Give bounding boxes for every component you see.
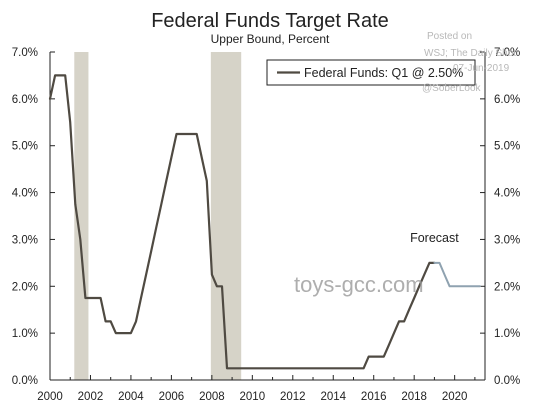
- y-tick-label-right: 4.0%: [494, 188, 520, 200]
- x-tick-label: 2006: [159, 391, 185, 403]
- y-tick-label-right: 2.0%: [494, 281, 520, 293]
- watermark-handle: @SoberLook: [422, 83, 482, 94]
- annotation-forecast: Forecast: [410, 231, 459, 245]
- recession-bands: [74, 52, 242, 380]
- y-tick-label-right: 3.0%: [494, 234, 520, 246]
- watermark-source: WSJ; The Daily Shot: [424, 48, 516, 59]
- y-tick-label-right: 1.0%: [494, 328, 520, 340]
- series-line-forecast: [433, 261, 481, 288]
- watermark-posted-on: Posted on: [427, 31, 472, 42]
- y-tick-label-right: 0.0%: [494, 375, 520, 387]
- y-tick-label-left: 7.0%: [12, 47, 38, 59]
- y-tick-label-left: 0.0%: [12, 375, 38, 387]
- y-tick-label-left: 4.0%: [12, 188, 38, 200]
- y-tick-label-left: 2.0%: [12, 281, 38, 293]
- recession-band: [210, 52, 242, 380]
- watermark-date: 07-Jun-2019: [453, 63, 510, 74]
- watermarks: Posted on WSJ; The Daily Shot 07-Jun-201…: [294, 31, 516, 297]
- x-tick-label: 2010: [240, 391, 266, 403]
- y-tick-label-left: 6.0%: [12, 94, 38, 106]
- y-tick-label-left: 5.0%: [12, 141, 38, 153]
- y-tick-label-left: 1.0%: [12, 328, 38, 340]
- x-tick-label: 2012: [280, 391, 306, 403]
- y-tick-label-left: 3.0%: [12, 234, 38, 246]
- legend-box: [266, 59, 476, 86]
- x-tick-label: 2020: [442, 391, 468, 403]
- chart-subtitle: Upper Bound, Percent: [211, 32, 330, 46]
- series-lines: [48, 74, 481, 370]
- watermark-site: toys-gcc.com: [294, 272, 424, 297]
- x-tick-label: 2004: [118, 391, 144, 403]
- x-tick-label: 2018: [401, 391, 427, 403]
- x-tick-label: 2016: [361, 391, 387, 403]
- series-line-fed-funds: [48, 74, 436, 370]
- x-tick-label: 2002: [78, 391, 104, 403]
- y-tick-label-right: 6.0%: [494, 94, 520, 106]
- y-tick-label-right: 7.0%: [494, 47, 520, 59]
- legend: Federal Funds: Q1 @ 2.50%: [266, 59, 476, 86]
- x-tick-label: 2008: [199, 391, 225, 403]
- annotations: Forecast: [410, 231, 459, 245]
- legend-entry-label: Federal Funds: Q1 @ 2.50%: [304, 66, 463, 80]
- y-tick-label-right: 5.0%: [494, 141, 520, 153]
- x-tick-label: 2014: [320, 391, 346, 403]
- x-tick-label: 2000: [37, 391, 63, 403]
- chart-title: Federal Funds Target Rate: [151, 10, 389, 32]
- axes: 0.0% 0.0% 1.0% 1.0% 2.0% 2.0% 3.0% 3.0% 4.0% 4.0%…: [12, 47, 520, 403]
